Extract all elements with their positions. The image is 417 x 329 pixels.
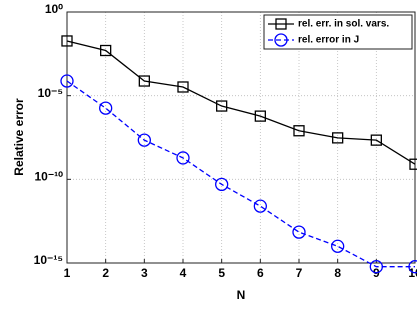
data-point — [216, 100, 228, 112]
data-point — [176, 151, 190, 165]
y-tick-label: 10⁻⁵ — [38, 86, 63, 100]
legend-box — [263, 14, 413, 50]
x-tick-label: 6 — [257, 266, 264, 280]
x-tick-label: 2 — [102, 266, 109, 280]
x-tick-label: 4 — [180, 266, 187, 280]
x-tick-label: 5 — [218, 266, 225, 280]
data-point — [331, 239, 345, 253]
legend: rel. err. in sol. vars. rel. error in J — [263, 14, 413, 50]
y-tick-label: 10⁻¹⁰ — [35, 170, 64, 184]
series-line — [66, 40, 416, 165]
data-point — [137, 133, 151, 147]
legend-marker — [275, 18, 287, 30]
data-point — [292, 225, 306, 239]
x-tick-label: 10 — [408, 266, 417, 280]
axes-box — [66, 11, 416, 264]
data-point — [99, 101, 113, 115]
y-tick-label: 10⁰ — [45, 2, 63, 16]
data-point — [408, 260, 417, 274]
legend-label: rel. err. in sol. vars. — [298, 19, 389, 30]
x-tick-label: 3 — [141, 266, 148, 280]
series-line — [66, 80, 415, 268]
y-tick-label: 10⁻¹⁵ — [34, 253, 63, 267]
data-point — [177, 81, 189, 93]
x-tick-label: 8 — [334, 266, 341, 280]
legend-label: rel. error in J — [298, 35, 359, 46]
data-point — [61, 35, 73, 47]
data-point — [138, 75, 150, 87]
data-point — [293, 125, 305, 137]
data-point — [60, 74, 74, 88]
data-point — [369, 260, 383, 274]
data-point — [370, 134, 382, 146]
data-point — [253, 199, 267, 213]
y-axis-label: Relative error — [12, 98, 26, 176]
data-point — [409, 158, 417, 170]
x-tick-label: 1 — [64, 266, 71, 280]
legend-marker — [274, 33, 288, 47]
data-point — [254, 110, 266, 122]
x-tick-label: 7 — [296, 266, 303, 280]
x-axis-label: N — [237, 288, 246, 302]
data-point — [332, 132, 344, 144]
data-point — [215, 177, 229, 192]
plot-area — [67, 12, 415, 263]
data-point — [100, 44, 112, 57]
